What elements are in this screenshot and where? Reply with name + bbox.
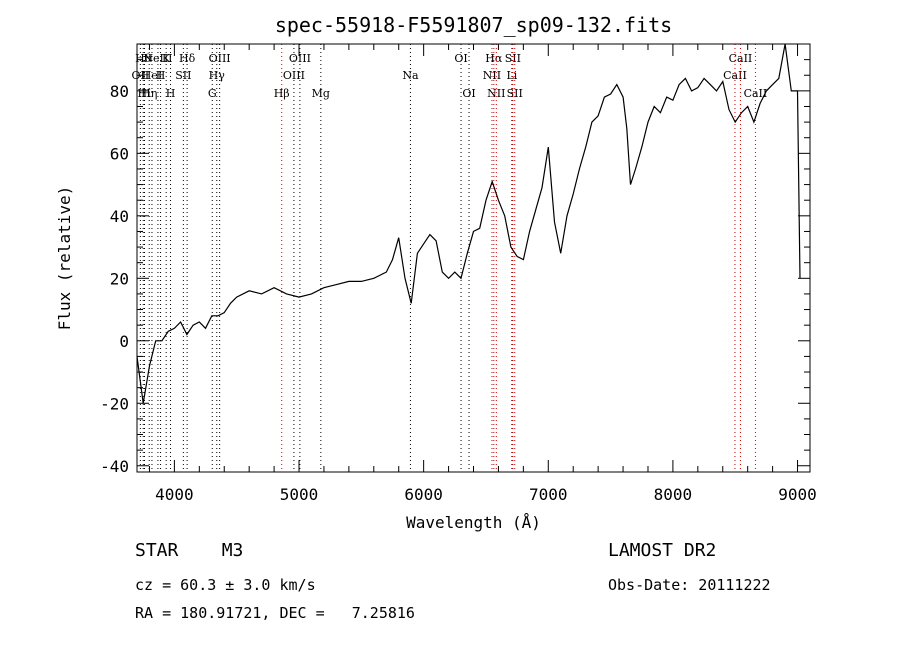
line-marker-label: OIII [289,52,311,65]
y-axis-label: Flux (relative) [55,186,74,331]
redshift-label: cz = 60.3 ± 3.0 km/s [135,576,316,594]
line-marker-label: CaII [729,52,753,65]
object-label: STAR M3 [135,540,244,561]
y-tick-label: 40 [110,207,129,226]
line-marker-label: Hβ [274,87,290,100]
y-axis: -40 -20 0 20 40 60 80 [100,59,810,476]
coordinates-label: RA = 180.91721, DEC = 7.25816 [135,604,415,622]
line-marker-label: G [208,87,217,100]
y-tick-label: 0 [119,332,129,351]
y-tick-label: -20 [100,394,129,413]
line-markers: OIIHθHιHηHeINeIIIHKHSIIHδGHγOIIIHβOIIIOI… [132,44,768,472]
line-marker-label: Hγ [209,69,226,82]
line-marker-label: Na [402,69,419,82]
y-tick-label: 20 [110,269,129,288]
line-marker-label: K [162,52,171,65]
obs-date-label: Obs-Date: 20111222 [608,576,771,594]
line-marker-label: Hη [141,87,157,100]
y-tick-label: -40 [100,457,129,476]
x-tick-label: 4000 [155,485,194,504]
line-marker-label: CaII [744,87,768,100]
y-tick-label: 60 [110,144,129,163]
series-group [136,43,801,404]
chart-title: spec-55918-F5591807_sp09-132.fits [275,13,672,37]
line-marker-label: OIII [209,52,231,65]
x-tick-label: 9000 [778,485,817,504]
line-marker-label: Hα [485,52,503,65]
spectrum-line [136,43,801,404]
line-marker-label: NII [483,69,501,82]
line-marker-label: NII [487,87,505,100]
survey-label: LAMOST DR2 [608,540,717,561]
line-marker-label: Li [506,69,517,82]
line-marker-label: OIII [283,69,305,82]
line-marker-label: Mg [312,87,330,100]
line-marker-label: SII [507,87,523,100]
x-axis-label: Wavelength (Å) [406,513,541,532]
line-marker-label: OI [462,87,475,100]
line-marker-label: H [166,87,176,100]
x-tick-label: 6000 [404,485,443,504]
line-marker-label: HeI [142,69,162,82]
line-marker-label: Hδ [179,52,196,65]
x-axis: 4000 5000 6000 7000 8000 9000 [148,44,817,504]
line-marker-label: Hθ [135,52,152,65]
line-marker-label: CaII [723,69,747,82]
x-tick-label: 7000 [529,485,568,504]
line-marker-label: H [156,69,166,82]
plot-frame [136,43,811,473]
line-marker-label: Hι [138,87,152,100]
y-tick-label: 80 [110,82,129,101]
line-marker-label: NeIII [143,52,172,65]
x-tick-label: 5000 [280,485,319,504]
line-marker-label: OI [454,52,467,65]
x-tick-label: 8000 [654,485,693,504]
line-marker-label: SII [175,69,191,82]
line-marker-label: SII [505,52,521,65]
